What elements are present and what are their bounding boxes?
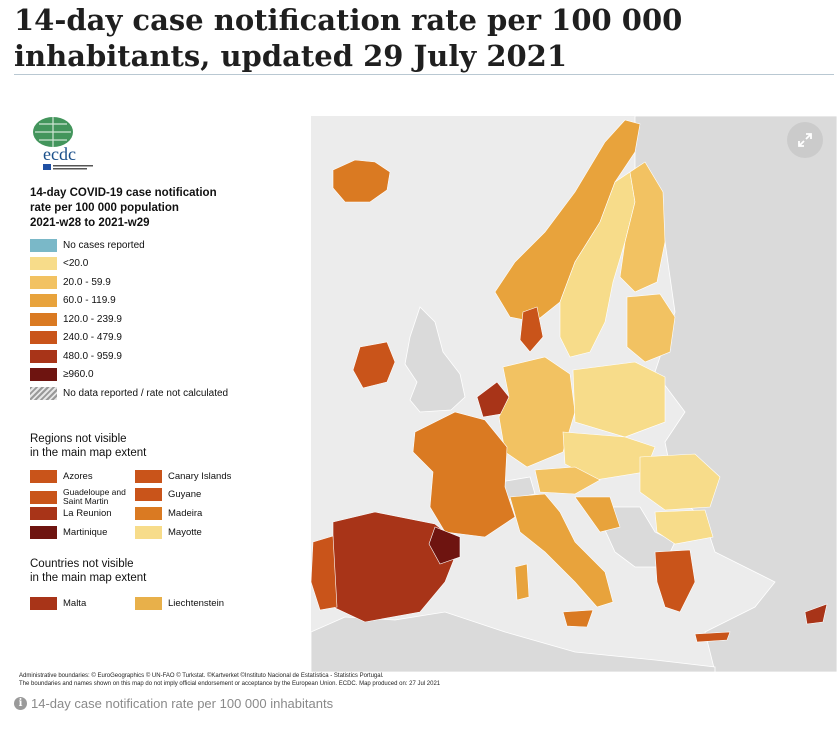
map-region-finland [619,161,666,293]
legend-swatch [30,257,57,271]
page-title: 14-day case notification rate per 100 00… [14,3,683,73]
map-region-greece [654,549,696,613]
legend-swatch [30,312,57,326]
expand-icon [798,133,812,147]
svg-text:ecdc: ecdc [43,144,76,164]
legend-item: <20.0 [30,255,228,274]
region-item: Guyane [135,488,201,501]
region-item: Canary Islands [135,470,231,483]
map-region-sicily [562,609,594,628]
expand-button[interactable] [787,122,823,158]
map-region-iceland [332,159,391,203]
map-region-sardinia [514,563,530,601]
title-divider [14,74,834,75]
legend-swatch [30,294,57,308]
legend-item: 20.0 - 59.9 [30,273,228,292]
map-region-cyprus [804,603,828,625]
map-region-france [412,411,516,538]
country-item: Liechtenstein [135,597,224,610]
map-figure[interactable]: ecdc 14-day COVID-19 case notification r… [15,112,837,692]
ecdc-logo: ecdc [33,117,93,170]
map-region-germany [498,356,576,468]
legend-item: No cases reported [30,236,228,255]
legend-item: 240.0 - 479.9 [30,329,228,348]
map-region-catalonia [428,526,461,565]
map-region-romania [639,453,721,511]
map-region-ireland [352,341,396,389]
legend-swatch [30,349,57,363]
legend-item: 60.0 - 119.9 [30,292,228,311]
region-item: Azores [30,470,93,483]
map-region-baltics [626,293,676,363]
map-region-nonreporting-uk [404,306,466,413]
figure-caption: i 14-day case notification rate per 100 … [14,696,333,711]
region-item: Madeira [135,507,202,520]
legend-swatch [30,275,57,289]
legend: No cases reported <20.0 20.0 - 59.9 60.0… [30,236,228,403]
legend-item: 120.0 - 239.9 [30,310,228,329]
map-region-spain [332,511,461,623]
legend-swatch [30,368,57,382]
region-item: La Reunion [30,507,112,520]
legend-title: 14-day COVID-19 case notification rate p… [30,187,217,229]
map-region-italy [509,493,614,608]
legend-swatch [30,238,57,252]
legend-swatch [30,331,57,345]
map-region-croatia [574,496,621,533]
info-icon: i [14,697,27,710]
legend-swatch-hatched [30,386,57,400]
map-region-crete [694,631,731,643]
map-region-portugal [310,535,338,611]
countries-title: Countries not visible in the main map ex… [30,558,147,584]
map-region-denmark [519,306,544,353]
map-attribution: Administrative boundaries: © EuroGeograp… [19,673,441,687]
country-item: Malta [30,597,86,610]
map-region-norway [494,119,641,323]
region-item: Guadeloupe and Saint Martin [30,488,133,506]
europe-map [310,115,837,673]
region-item: Martinique [30,526,107,539]
region-item: Mayotte [135,526,202,539]
map-region-poland [572,361,666,438]
map-region-austria [534,466,601,495]
legend-item: No data reported / rate not calculated [30,384,228,403]
regions-title: Regions not visible in the main map exte… [30,433,147,459]
legend-item: ≥960.0 [30,366,228,385]
map-region-bulgaria [654,509,714,545]
map-region-nonreporting-africa [310,611,716,673]
legend-item: 480.0 - 959.9 [30,347,228,366]
